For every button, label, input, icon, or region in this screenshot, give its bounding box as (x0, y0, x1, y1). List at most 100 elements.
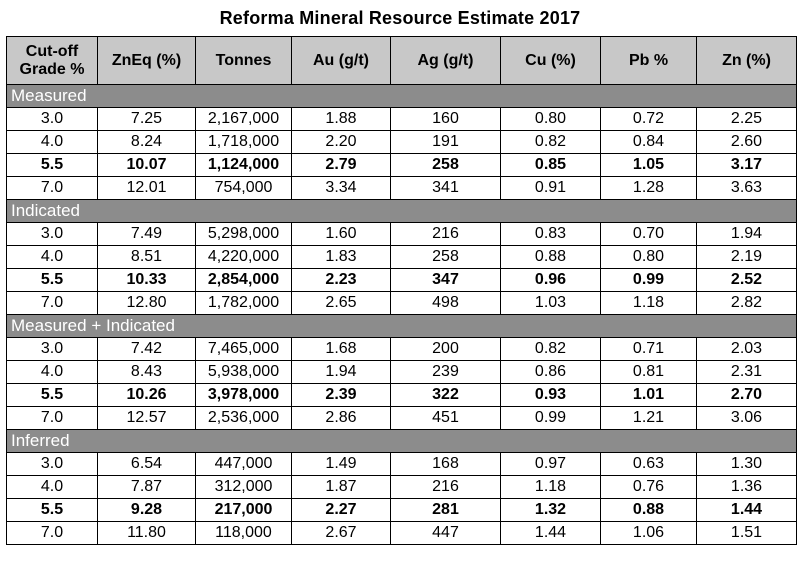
table-row: 5.5 10.33 2,854,000 2.23 347 0.96 0.99 2.52 (6, 268, 797, 292)
cutoff-header-line-2: Grade % (19, 60, 85, 78)
cell-zneq: 8.24 (97, 130, 196, 154)
cell-pb: 0.70 (600, 222, 697, 246)
cell-cu: 0.97 (500, 452, 601, 476)
cell-zneq: 7.87 (97, 475, 196, 499)
cell-pb: 0.99 (600, 268, 697, 292)
cell-cutoff: 7.0 (6, 521, 98, 545)
cell-pb: 0.84 (600, 130, 697, 154)
column-header-pb: Pb % (600, 36, 697, 85)
section-label: Measured + Indicated (6, 314, 797, 338)
cell-cu: 0.86 (500, 360, 601, 384)
cell-cutoff: 5.5 (6, 383, 98, 407)
cell-ag: 168 (390, 452, 501, 476)
table-row: 3.0 6.54 447,000 1.49 168 0.97 0.63 1.30 (6, 452, 797, 476)
cell-cu: 0.99 (500, 406, 601, 430)
cell-zneq: 12.57 (97, 406, 196, 430)
cell-au: 1.68 (291, 337, 391, 361)
cell-pb: 0.81 (600, 360, 697, 384)
cell-tonnes: 4,220,000 (195, 245, 292, 269)
cell-zn: 3.17 (696, 153, 797, 177)
cell-zneq: 7.25 (97, 107, 196, 131)
cell-cutoff: 3.0 (6, 107, 98, 131)
cell-pb: 0.63 (600, 452, 697, 476)
table-row: 7.0 12.80 1,782,000 2.65 498 1.03 1.18 2.82 (6, 291, 797, 315)
column-header-zneq: ZnEq (%) (97, 36, 196, 85)
cell-ag: 258 (390, 153, 501, 177)
cell-pb: 1.01 (600, 383, 697, 407)
cell-zn: 2.03 (696, 337, 797, 361)
cell-ag: 216 (390, 222, 501, 246)
cell-tonnes: 2,536,000 (195, 406, 292, 430)
cell-zn: 2.82 (696, 291, 797, 315)
cell-tonnes: 312,000 (195, 475, 292, 499)
cell-pb: 0.71 (600, 337, 697, 361)
section-label: Measured (6, 84, 797, 108)
cell-zn: 2.25 (696, 107, 797, 131)
cell-au: 1.60 (291, 222, 391, 246)
cell-cu: 0.91 (500, 176, 601, 200)
cell-au: 1.87 (291, 475, 391, 499)
cell-cutoff: 5.5 (6, 153, 98, 177)
cell-au: 1.94 (291, 360, 391, 384)
cell-tonnes: 118,000 (195, 521, 292, 545)
cell-zn: 1.36 (696, 475, 797, 499)
cell-zneq: 7.49 (97, 222, 196, 246)
cell-zn: 2.70 (696, 383, 797, 407)
column-header-tonnes: Tonnes (195, 36, 292, 85)
cell-tonnes: 447,000 (195, 452, 292, 476)
cell-zn: 2.19 (696, 245, 797, 269)
cell-tonnes: 2,167,000 (195, 107, 292, 131)
table-row: 4.0 7.87 312,000 1.87 216 1.18 0.76 1.36 (6, 475, 797, 499)
column-header-ag: Ag (g/t) (390, 36, 501, 85)
cell-tonnes: 2,854,000 (195, 268, 292, 292)
cell-au: 2.86 (291, 406, 391, 430)
cell-pb: 0.76 (600, 475, 697, 499)
cell-zneq: 8.51 (97, 245, 196, 269)
cell-cu: 0.96 (500, 268, 601, 292)
cell-tonnes: 217,000 (195, 498, 292, 522)
cell-zn: 1.44 (696, 498, 797, 522)
cell-cutoff: 3.0 (6, 337, 98, 361)
column-header-zn: Zn (%) (696, 36, 797, 85)
cell-cu: 1.18 (500, 475, 601, 499)
cell-au: 2.79 (291, 153, 391, 177)
cell-tonnes: 5,938,000 (195, 360, 292, 384)
cell-pb: 0.80 (600, 245, 697, 269)
cell-zn: 2.31 (696, 360, 797, 384)
cell-zneq: 9.28 (97, 498, 196, 522)
cell-tonnes: 3,978,000 (195, 383, 292, 407)
cell-au: 1.49 (291, 452, 391, 476)
table-row: 3.0 7.42 7,465,000 1.68 200 0.82 0.71 2.03 (6, 337, 797, 361)
section-header-row: Indicated (6, 199, 797, 223)
cell-tonnes: 5,298,000 (195, 222, 292, 246)
cell-au: 3.34 (291, 176, 391, 200)
table-row: 7.0 12.01 754,000 3.34 341 0.91 1.28 3.63 (6, 176, 797, 200)
cell-zn: 3.06 (696, 406, 797, 430)
cell-au: 2.67 (291, 521, 391, 545)
cell-pb: 0.88 (600, 498, 697, 522)
cell-zneq: 10.07 (97, 153, 196, 177)
cell-ag: 498 (390, 291, 501, 315)
cell-cu: 1.03 (500, 291, 601, 315)
column-header-au: Au (g/t) (291, 36, 391, 85)
cell-ag: 322 (390, 383, 501, 407)
cell-cutoff: 5.5 (6, 268, 98, 292)
page-title: Reforma Mineral Resource Estimate 2017 (219, 8, 581, 28)
table-row: 7.0 11.80 118,000 2.67 447 1.44 1.06 1.51 (6, 521, 797, 545)
section-label: Indicated (6, 199, 797, 223)
cell-cutoff: 4.0 (6, 360, 98, 384)
cell-cutoff: 7.0 (6, 176, 98, 200)
resource-table: Cut-off Grade % ZnEq (%) Tonnes Au (g/t)… (6, 36, 797, 545)
cell-tonnes: 1,124,000 (195, 153, 292, 177)
table-row: 4.0 8.51 4,220,000 1.83 258 0.88 0.80 2.19 (6, 245, 797, 269)
cell-zneq: 8.43 (97, 360, 196, 384)
table-row: 5.5 10.07 1,124,000 2.79 258 0.85 1.05 3.17 (6, 153, 797, 177)
section-header-row: Measured (6, 84, 797, 108)
cell-cu: 0.80 (500, 107, 601, 131)
cell-au: 1.83 (291, 245, 391, 269)
cell-ag: 216 (390, 475, 501, 499)
cell-cu: 0.88 (500, 245, 601, 269)
table-row: 3.0 7.25 2,167,000 1.88 160 0.80 0.72 2.25 (6, 107, 797, 131)
column-header-cutoff: Cut-off Grade % (6, 36, 98, 85)
cell-zn: 3.63 (696, 176, 797, 200)
